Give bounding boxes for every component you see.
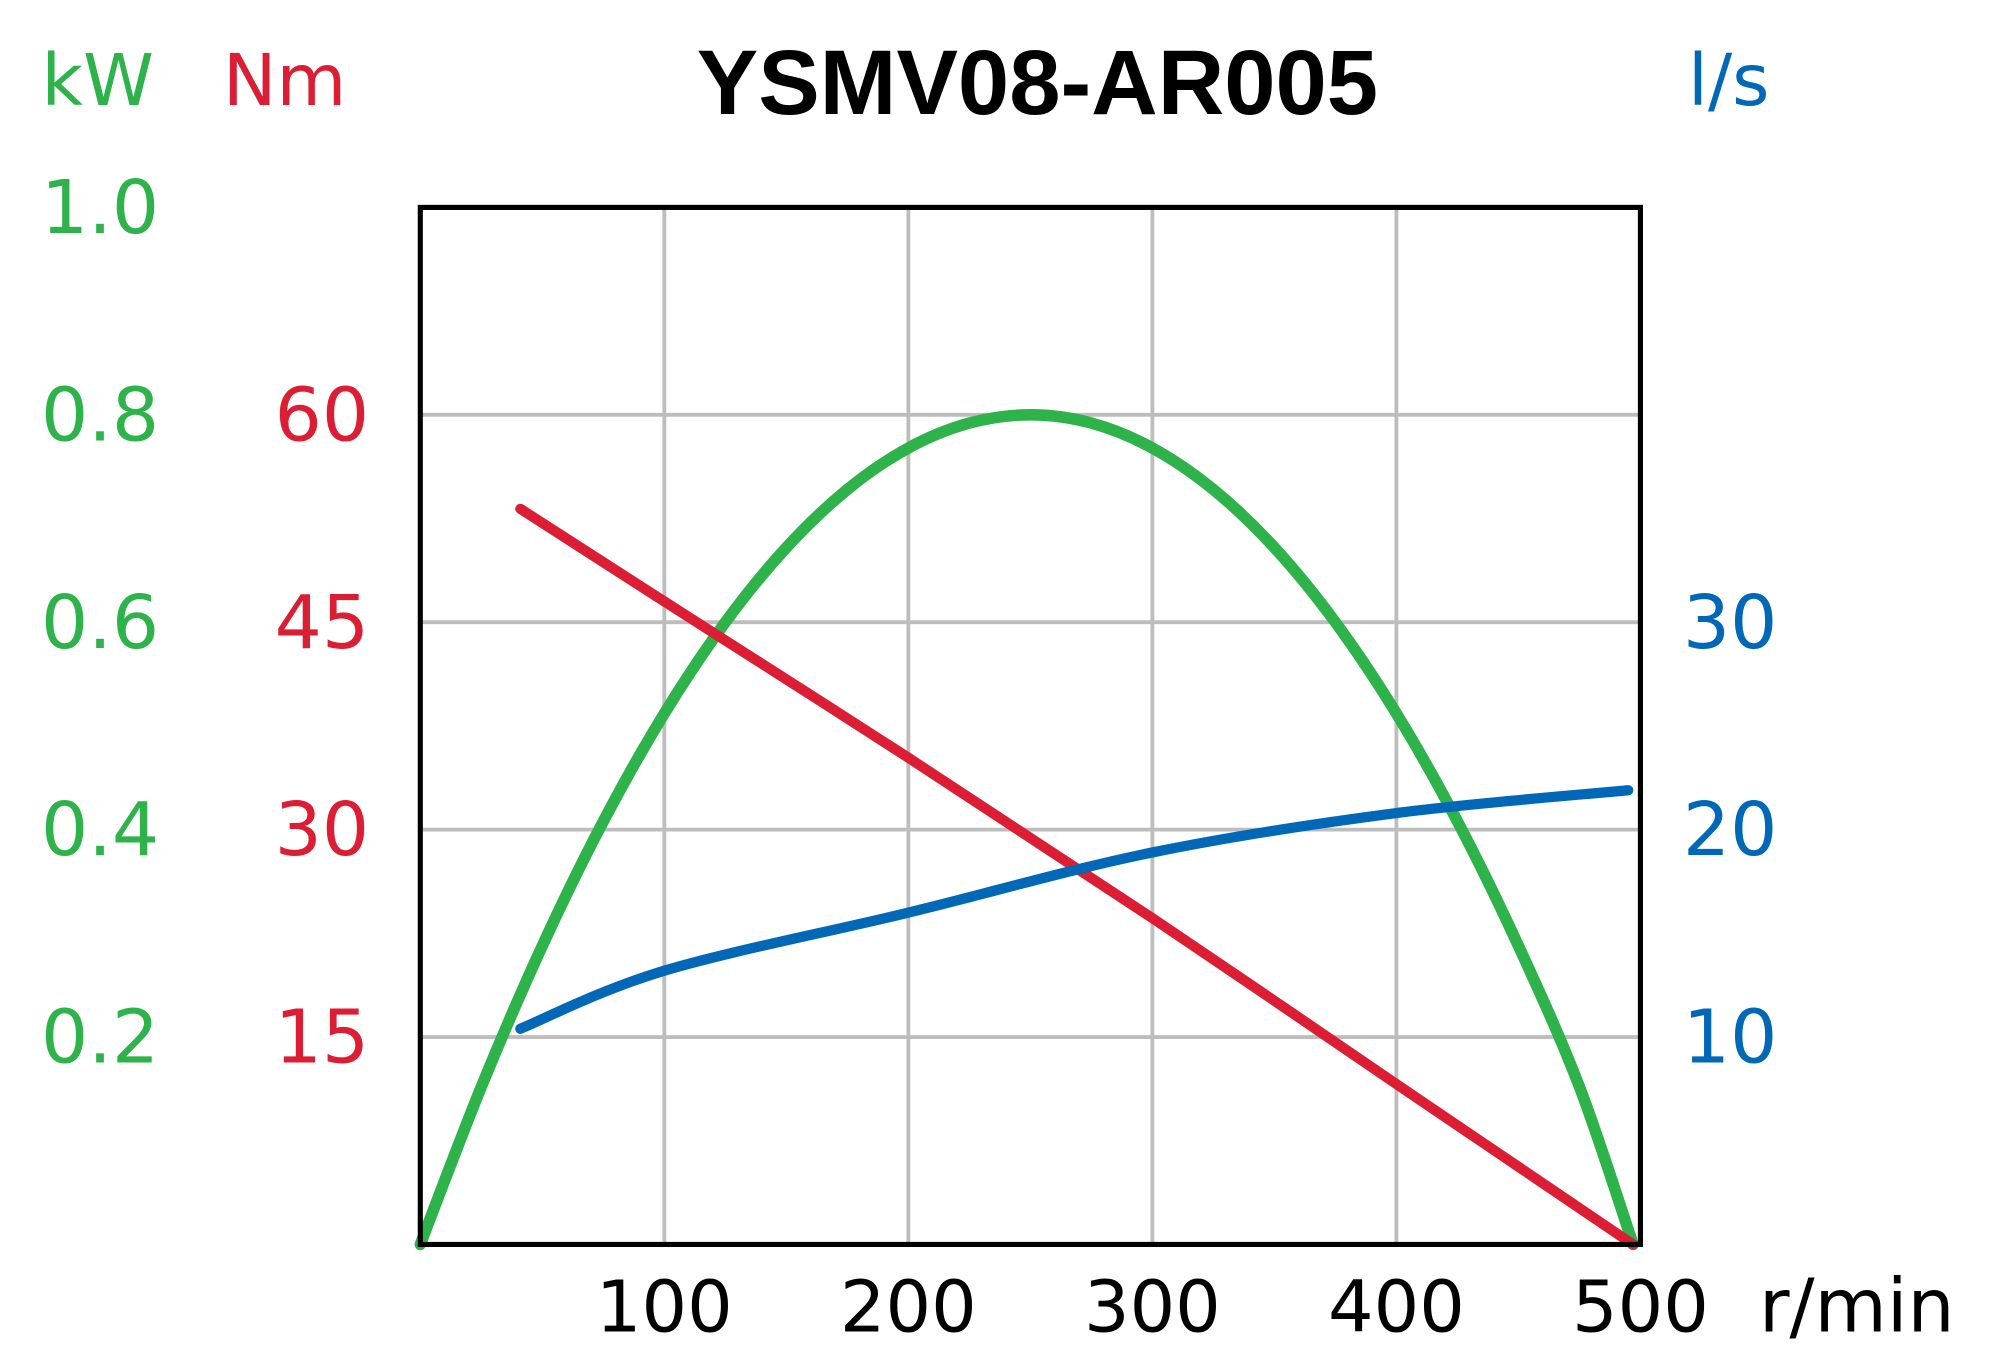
chart-title: YSMV08-AR005 — [697, 31, 1378, 134]
power-tick-label: 0.2 — [41, 994, 159, 1081]
power-axis-label: kW — [41, 38, 153, 122]
flow-tick-label: 20 — [1683, 786, 1777, 873]
series-power-line — [414, 409, 1639, 1251]
torque-tick-label: 60 — [275, 371, 369, 458]
torque-tick-label: 45 — [275, 579, 369, 666]
power-tick-label: 0.8 — [41, 371, 159, 458]
x-tick-label: 100 — [596, 1265, 733, 1349]
x-tick-label: 300 — [1084, 1265, 1221, 1349]
flow-axis-label: l/s — [1688, 38, 1769, 122]
torque-tick-label: 15 — [275, 994, 369, 1081]
plot-frame — [417, 204, 1643, 1248]
x-tick-label: 500 — [1572, 1265, 1709, 1349]
flow-tick-label: 10 — [1683, 994, 1777, 1081]
tick-labels: 100 200 300 400 500 0.2 0.4 0.6 0.8 1.0 15 30 45 60 10… — [41, 164, 1777, 1349]
power-tick-label: 0.4 — [41, 786, 159, 873]
series-torque-line — [515, 503, 1639, 1250]
x-axis-label: r/min — [1759, 1263, 1955, 1350]
torque-axis-label: Nm — [223, 38, 346, 122]
series-flow-line — [515, 785, 1634, 1034]
flow-tick-label: 30 — [1683, 579, 1777, 666]
torque-tick-label: 30 — [275, 786, 369, 873]
x-tick-label: 200 — [840, 1265, 977, 1349]
power-tick-label: 0.6 — [41, 579, 159, 666]
series-group — [414, 409, 1639, 1251]
x-tick-label: 400 — [1328, 1265, 1465, 1349]
power-tick-label: 1.0 — [41, 164, 159, 251]
grid — [420, 207, 1641, 1245]
